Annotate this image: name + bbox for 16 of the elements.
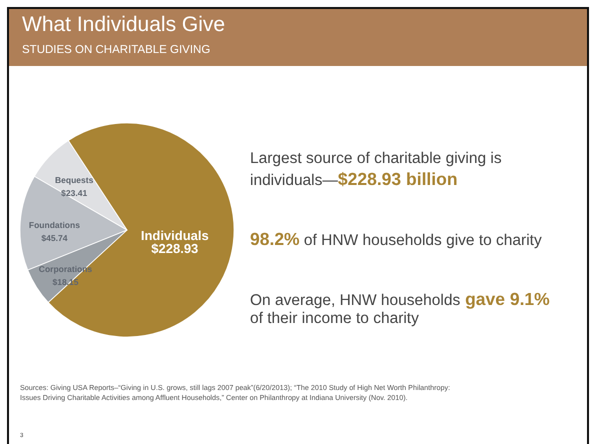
text: $228.93 billion xyxy=(338,169,458,189)
data-label: $45.74 xyxy=(41,232,68,243)
chart-title: What Individuals Give xyxy=(22,13,226,37)
data-label: $23.41 xyxy=(61,188,88,198)
slice-label: Individuals xyxy=(140,228,209,243)
text: On average, HNW households xyxy=(250,292,460,309)
text: Largest source of charitable giving is xyxy=(250,150,502,167)
slice-label: Foundations xyxy=(28,220,80,230)
slice-label: Bequests xyxy=(55,174,94,185)
chart-subtitle: STUDIES ON CHARITABLE GIVING xyxy=(22,44,210,56)
text: of HNW households give to charity xyxy=(302,232,542,249)
data-label: $228.93 xyxy=(151,240,198,256)
text: of their income to charity xyxy=(250,310,419,327)
text: gave 9.1% xyxy=(464,289,550,309)
text: 98.2% xyxy=(250,229,300,249)
text: individuals— xyxy=(250,172,338,189)
